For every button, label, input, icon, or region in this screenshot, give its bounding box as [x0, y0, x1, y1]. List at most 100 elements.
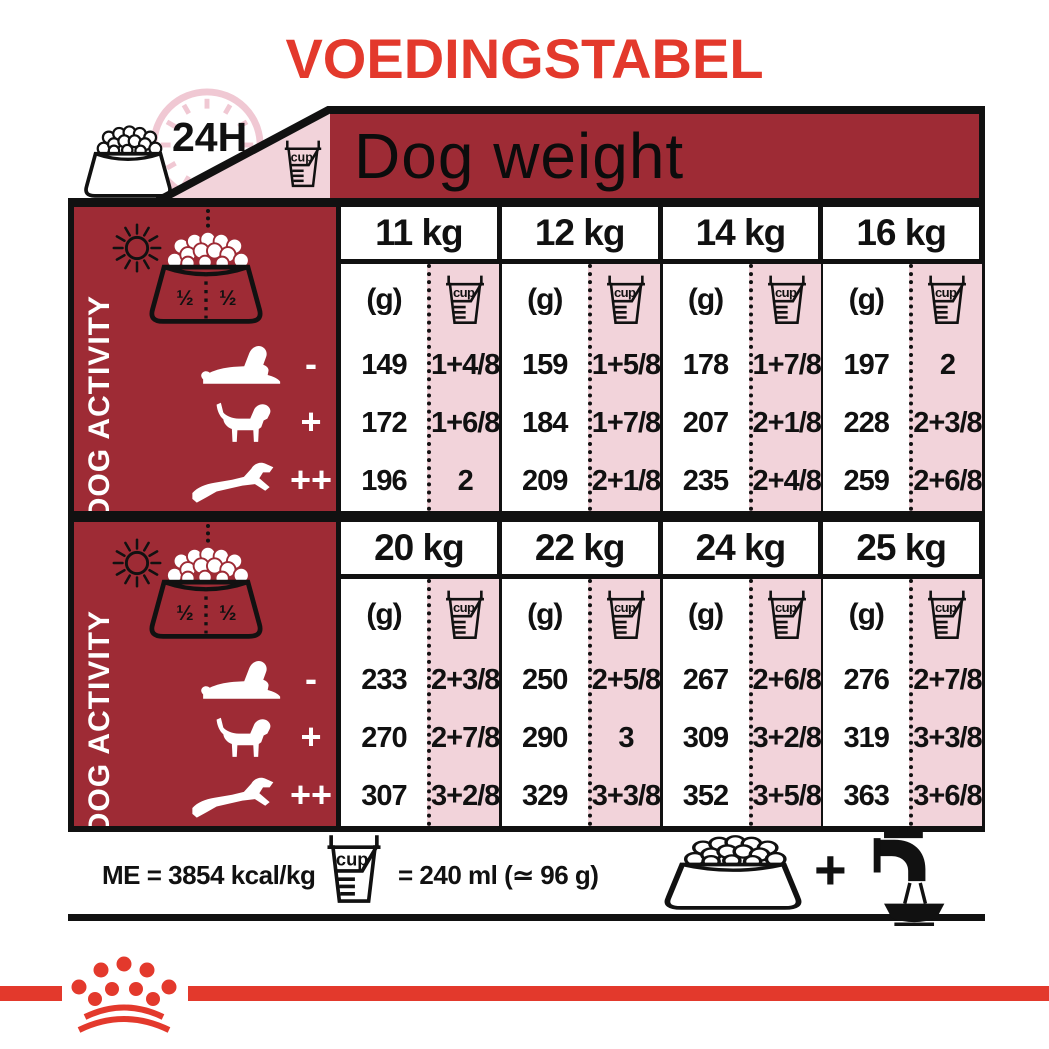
cups-value: 1+6/8	[431, 406, 500, 439]
cup-equivalence-label: = 240 ml (≃ 96 g)	[398, 860, 599, 890]
grams-value: 228	[843, 406, 890, 439]
activity-row-high: ++	[74, 451, 336, 509]
grams-unit-label: (g)	[366, 598, 402, 631]
weight-column-25kg: 25 kg (g) 276 319 363 cup 2+7/8 3+3/8	[823, 522, 983, 826]
half-left-label: ½	[176, 287, 193, 310]
grams-subcolumn: (g) 267 309 352	[662, 579, 749, 826]
measuring-cup-icon: cup	[924, 590, 970, 641]
weight-column-12kg: 12 kg (g) 159 184 209 cup 1+5/8 1+7/8	[501, 207, 663, 511]
svg-text:cup: cup	[614, 600, 636, 615]
svg-text:cup: cup	[453, 600, 475, 615]
activity-plusplus-symbol: ++	[290, 774, 333, 815]
dog-activity-sidebar: ½ ½ DOG ACTIVITY - + ++	[74, 207, 341, 511]
grams-value: 250	[522, 663, 568, 696]
dog-activity-sidebar: ½ ½ DOG ACTIVITY - + ++	[74, 522, 341, 826]
header-diagonal	[156, 106, 332, 200]
page-title: VOEDINGSTABEL	[285, 27, 764, 90]
activity-minus-symbol: -	[305, 343, 317, 384]
cups-value: 2+6/8	[913, 465, 982, 498]
activity-plusplus-symbol: ++	[290, 459, 333, 500]
cups-value: 2+1/8	[591, 465, 661, 498]
weight-column-20kg: 20 kg (g) 233 270 307 cup 2+3/8 2+7/8	[341, 522, 502, 826]
cups-value: 3+5/8	[752, 780, 822, 813]
cups-value: 2+4/8	[752, 465, 822, 498]
cups-value: 3+3/8	[913, 721, 982, 754]
table-section-small-weights: ½ ½ DOG ACTIVITY - + ++	[74, 207, 983, 522]
weight-column-14kg: 14 kg (g) 178 207 235 cup 1+7/8 2+1/8	[662, 207, 824, 511]
measuring-cup-icon: cup	[281, 140, 325, 189]
weight-header: 11 kg	[341, 207, 497, 264]
grams-value: 290	[522, 721, 568, 754]
cups-value: 3+2/8	[752, 721, 822, 754]
cups-value: 1+7/8	[591, 406, 661, 439]
weight-header: 24 kg	[662, 522, 819, 579]
dog-weight-label: Dog weight	[354, 120, 685, 192]
cups-value: 2	[939, 348, 956, 381]
cups-value: 2	[457, 465, 474, 498]
cups-subcolumn: cup 2 2+3/8 2+6/8	[909, 264, 983, 511]
brand-line-right	[188, 986, 1049, 1001]
activity-row-medium: +	[74, 708, 336, 766]
activity-row-medium: +	[74, 393, 336, 451]
weight-column-22kg: 22 kg (g) 250 290 329 cup 2+5/8 3 3+3/	[501, 522, 663, 826]
half-portions-bowl-icon: ½ ½	[149, 230, 263, 324]
cups-subcolumn: cup 1+5/8 1+7/8 2+1/8	[587, 264, 661, 511]
feeding-table: ½ ½ DOG ACTIVITY - + ++	[68, 198, 985, 832]
grams-subcolumn: (g) 276 319 363	[823, 579, 910, 826]
cups-subcolumn: cup 2+3/8 2+7/8 3+2/8	[427, 579, 500, 826]
grams-unit-label: (g)	[527, 283, 563, 316]
grams-value: 352	[682, 780, 729, 813]
grams-unit-label: (g)	[848, 283, 885, 316]
weight-header: 12 kg	[501, 207, 658, 264]
cups-subcolumn: cup 1+4/8 1+6/8 2	[427, 264, 500, 511]
grams-subcolumn: (g) 159 184 209	[501, 264, 588, 511]
svg-text:cup: cup	[775, 600, 797, 615]
dog-lying-icon	[198, 657, 286, 701]
half-portions-bowl-icon: ½ ½	[149, 545, 263, 639]
grams-value: 233	[361, 663, 407, 696]
cups-value: 2+3/8	[913, 406, 982, 439]
weight-header: 20 kg	[341, 522, 497, 579]
grams-value: 309	[682, 721, 729, 754]
activity-plus-symbol: +	[300, 716, 322, 757]
grams-subcolumn: (g) 197 228 259	[823, 264, 910, 511]
plus-water-symbol: +	[814, 838, 847, 901]
svg-text:cup: cup	[291, 150, 314, 164]
grams-value: 196	[361, 465, 407, 498]
cups-subcolumn: cup 2+5/8 3 3+3/8	[587, 579, 661, 826]
weight-header: 22 kg	[501, 522, 658, 579]
measuring-cup-icon: cup	[764, 590, 810, 641]
svg-text:cup: cup	[775, 285, 797, 300]
grams-unit-label: (g)	[687, 598, 724, 631]
grams-value: 329	[522, 780, 568, 813]
moon-icon	[282, 223, 320, 275]
activity-row-low: -	[74, 335, 336, 393]
dog-running-icon	[190, 769, 286, 822]
weight-column-24kg: 24 kg (g) 267 309 352 cup 2+6/8 3+2/8	[662, 522, 824, 826]
cups-value: 2+6/8	[752, 663, 822, 696]
svg-text:cup: cup	[935, 600, 957, 615]
weight-columns: 11 kg (g) 149 172 196 cup 1+4/8 1+6/8	[341, 207, 983, 511]
metabolizable-energy-label: ME = 3854 kcal/kg	[102, 860, 316, 890]
cups-value: 2+7/8	[913, 663, 982, 696]
grams-value: 209	[522, 465, 568, 498]
kibble-bowl-icon	[658, 834, 808, 914]
measuring-cup-icon: cup	[603, 590, 649, 641]
cups-value: 3+3/8	[591, 780, 661, 813]
cups-subcolumn: cup 1+7/8 2+1/8 2+4/8	[748, 264, 822, 511]
measuring-cup-icon: cup	[442, 590, 488, 641]
grams-value: 207	[682, 406, 729, 439]
cups-subcolumn: cup 2+6/8 3+2/8 3+5/8	[748, 579, 822, 826]
weight-column-11kg: 11 kg (g) 149 172 196 cup 1+4/8 1+6/8	[341, 207, 502, 511]
half-right-label: ½	[219, 287, 236, 310]
cups-value: 2+7/8	[431, 721, 500, 754]
grams-value: 259	[843, 465, 890, 498]
grams-subcolumn: (g) 149 172 196	[341, 264, 427, 511]
footer-info-bar: ME = 3854 kcal/kg cup = 240 ml (≃ 96 g) …	[68, 832, 985, 921]
measuring-cup-icon: cup	[603, 275, 649, 326]
brand-line-left	[0, 986, 62, 1001]
grams-subcolumn: (g) 250 290 329	[501, 579, 588, 826]
dog-standing-icon	[212, 396, 286, 448]
grams-value: 197	[843, 348, 890, 381]
table-section-large-weights: ½ ½ DOG ACTIVITY - + ++	[74, 522, 983, 826]
